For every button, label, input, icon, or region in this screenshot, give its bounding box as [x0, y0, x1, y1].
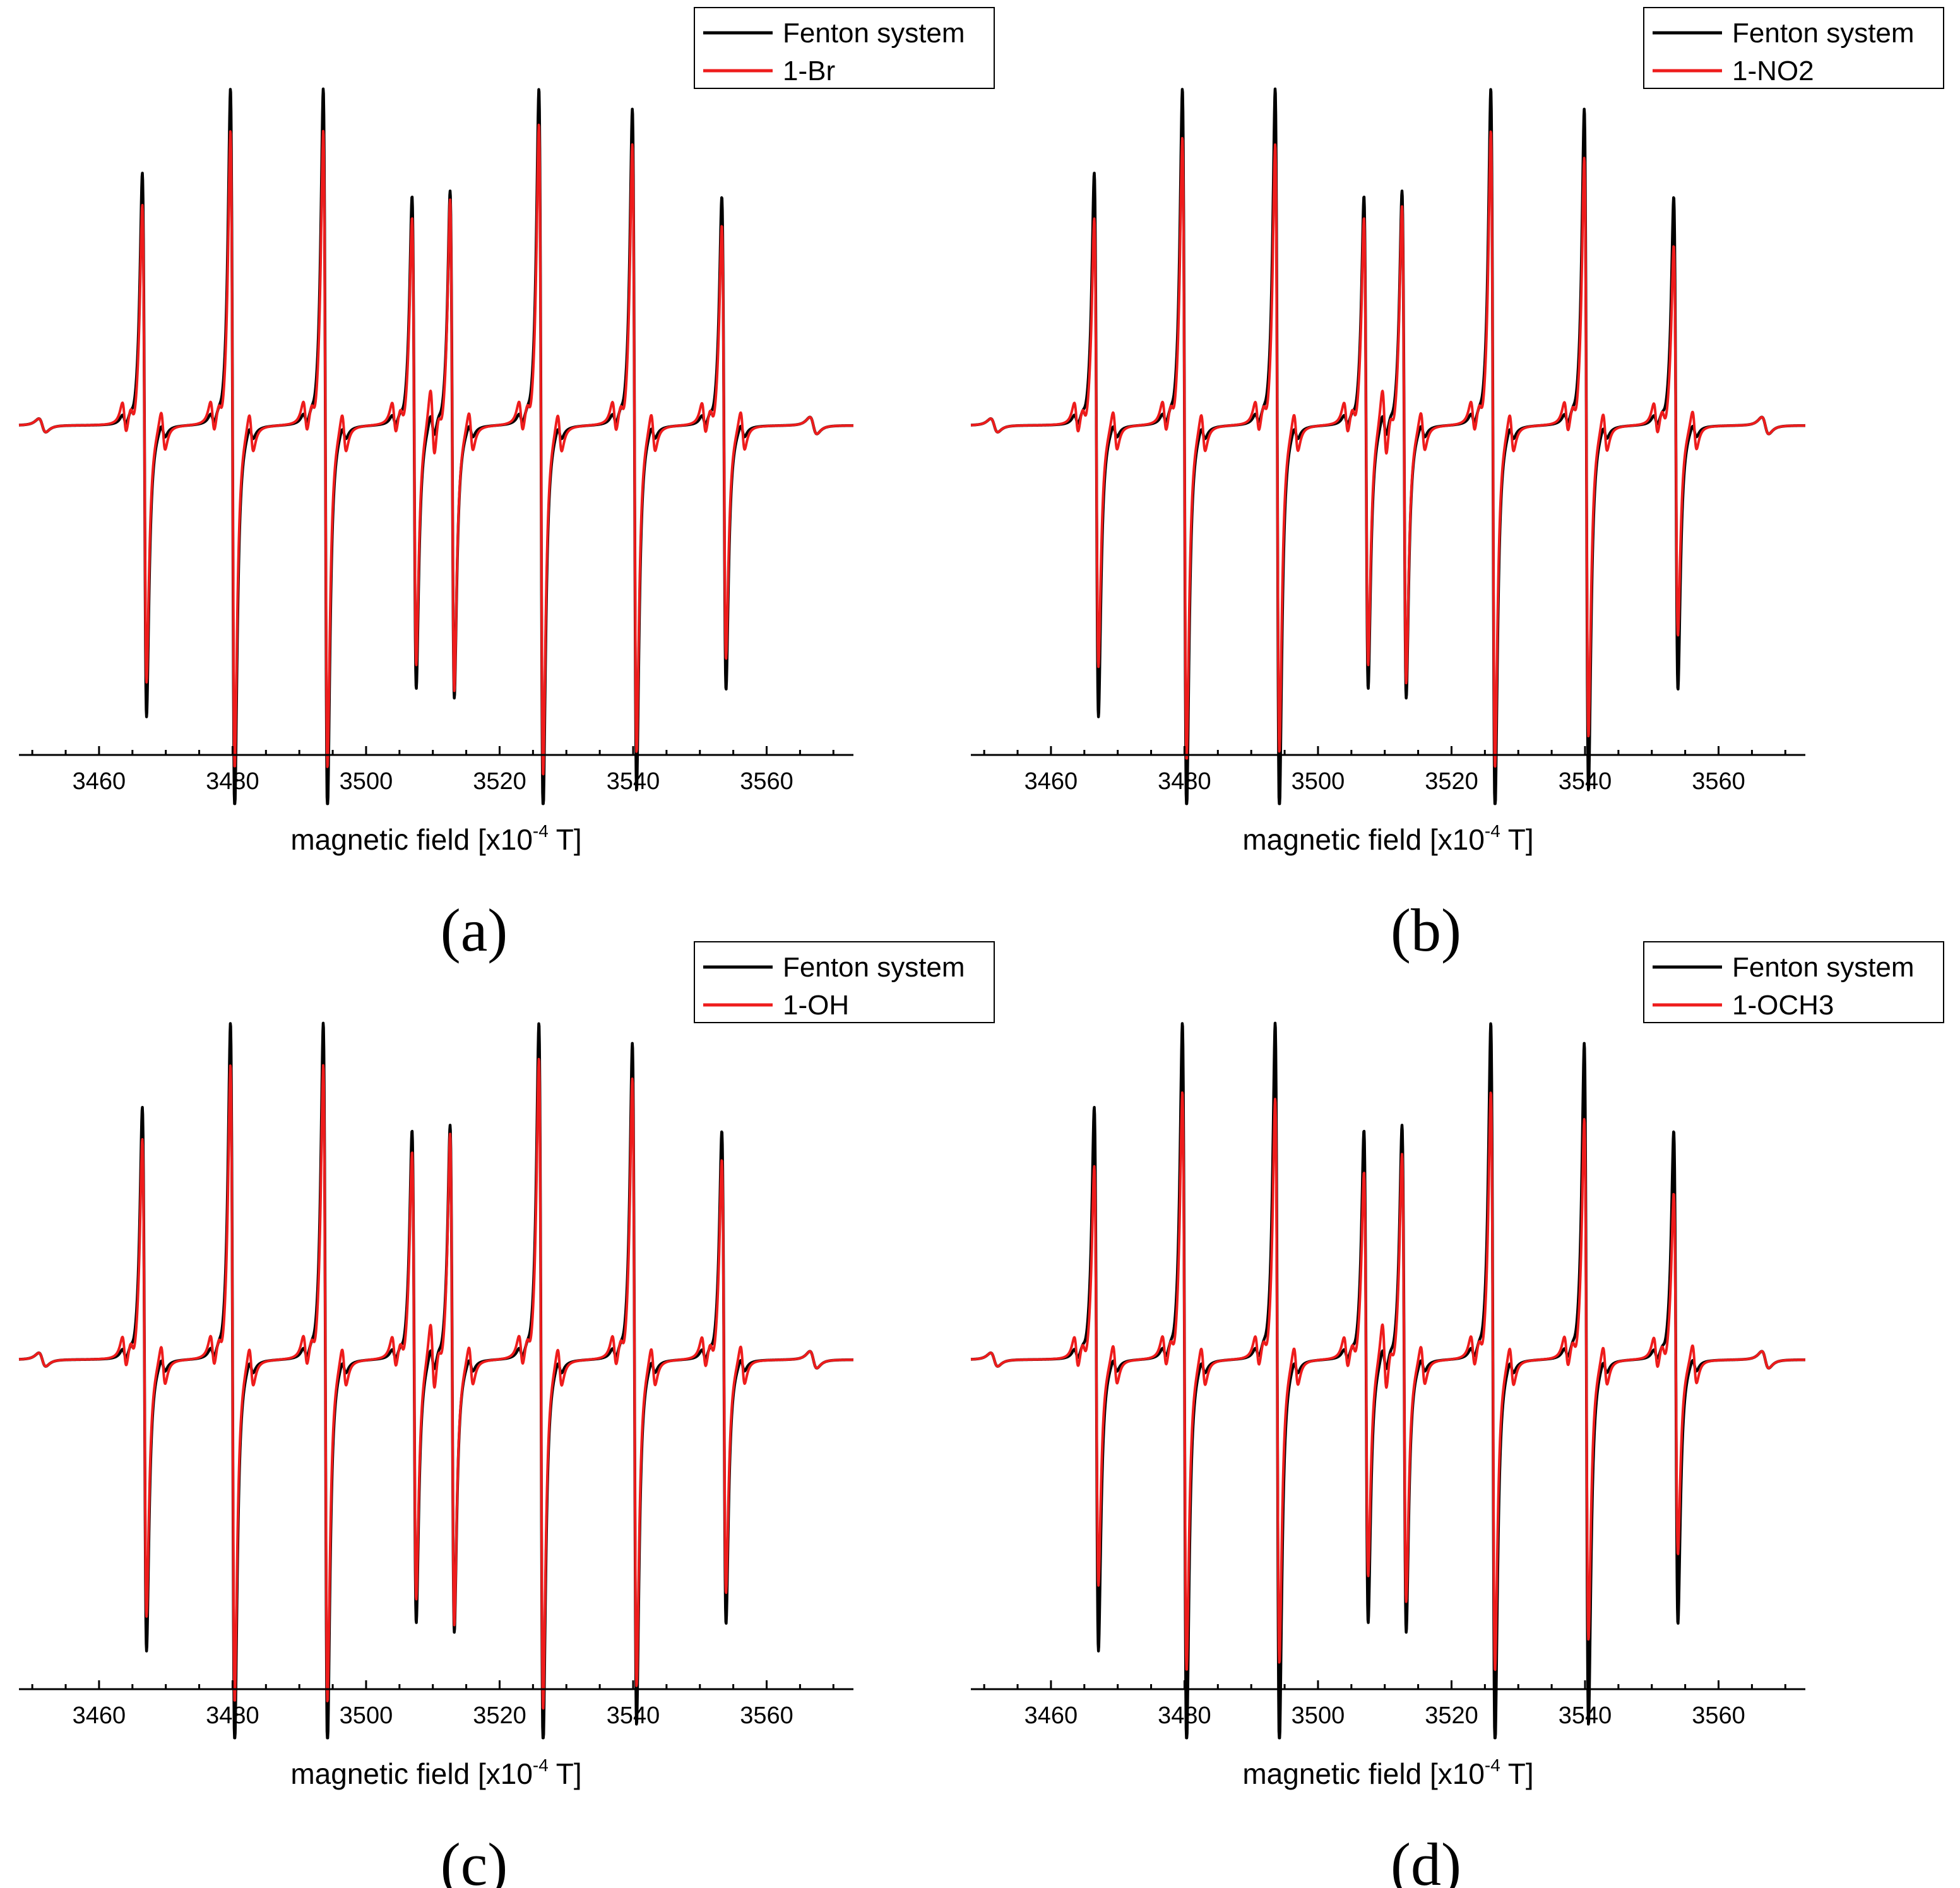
epr-panel-3: 3460 3480 3500 3520 3540 3560 magnetic field […: [18, 941, 995, 1888]
legend-label: 1-OCH3: [1732, 990, 1834, 1021]
x-tick-label: 3520: [1425, 768, 1478, 795]
series-line-1-oh: [18, 1057, 855, 1710]
legend-label: Fenton system: [1732, 18, 1915, 49]
x-tick-label: 3520: [1425, 1702, 1478, 1729]
legend-label: Fenton system: [1732, 952, 1915, 983]
x-axis-label: magnetic field [x10-4 T]: [290, 1755, 581, 1790]
x-tick-label: 3460: [1025, 1702, 1078, 1729]
panel-label: (b): [1391, 896, 1461, 964]
legend-label: 1-NO2: [1732, 56, 1814, 86]
x-tick-label: 3560: [740, 768, 793, 795]
legend: Fenton system 1-OCH3: [1643, 941, 1944, 1023]
x-tick-label: 3520: [473, 1702, 526, 1729]
epr-panel-2: 3460 3480 3500 3520 3540 3560 magnetic field […: [970, 7, 1944, 964]
x-tick-label: 3540: [1559, 768, 1612, 795]
x-tick-label: 3560: [1692, 1702, 1745, 1729]
legend-frame: [1643, 941, 1944, 1023]
x-tick-label: 3500: [1292, 1702, 1345, 1729]
x-axis-label: magnetic field [x10-4 T]: [1242, 1755, 1533, 1790]
x-tick-label: 3540: [607, 1702, 660, 1729]
x-tick-label: 3540: [1559, 1702, 1612, 1729]
x-tick-label: 3540: [607, 768, 660, 795]
legend: Fenton system 1-OH: [694, 941, 995, 1023]
epr-panel-4: 3460 3480 3500 3520 3540 3560 magnetic field […: [970, 941, 1944, 1888]
x-tick-label: 3500: [340, 1702, 393, 1729]
x-tick-label: 3480: [1158, 768, 1211, 795]
legend: Fenton system 1-NO2: [1643, 7, 1944, 89]
x-axis-label: magnetic field [x10-4 T]: [290, 821, 581, 856]
legend-label: 1-Br: [783, 56, 835, 86]
x-tick-label: 3460: [1025, 768, 1078, 795]
x-tick-label: 3500: [1292, 768, 1345, 795]
panel-label: (a): [441, 896, 508, 964]
panel-label: (c): [441, 1831, 508, 1888]
legend: Fenton system 1-Br: [694, 7, 995, 89]
series-line-1-no2: [970, 130, 1807, 768]
legend-label: Fenton system: [783, 952, 965, 983]
x-tick-label: 3480: [206, 768, 259, 795]
x-axis-label: magnetic field [x10-4 T]: [1242, 821, 1533, 856]
legend-label: Fenton system: [783, 18, 965, 49]
epr-panel-1: 3460 3480 3500 3520 3540 3560 magnetic field […: [18, 7, 995, 964]
legend-frame: [694, 7, 995, 89]
x-tick-label: 3560: [1692, 768, 1745, 795]
x-tick-label: 3460: [73, 768, 126, 795]
x-tick-label: 3520: [473, 768, 526, 795]
legend-frame: [1643, 7, 1944, 89]
x-tick-label: 3480: [206, 1702, 259, 1729]
x-tick-label: 3460: [73, 1702, 126, 1729]
series-line-1-och3: [970, 1091, 1807, 1671]
x-tick-label: 3560: [740, 1702, 793, 1729]
x-tick-label: 3480: [1158, 1702, 1211, 1729]
legend-label: 1-OH: [783, 990, 849, 1021]
x-tick-label: 3500: [340, 768, 393, 795]
legend-frame: [694, 941, 995, 1023]
panel-label: (d): [1391, 1831, 1461, 1888]
series-line-1-br: [18, 123, 855, 776]
